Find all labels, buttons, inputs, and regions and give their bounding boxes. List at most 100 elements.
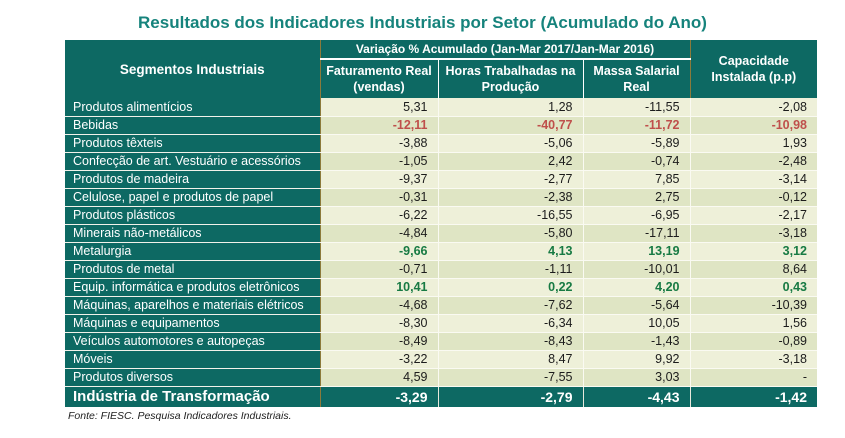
table-row: Produtos de metal -0,71 -1,11 -10,01 8,64 — [65, 260, 818, 279]
value-cell: -2,38 — [437, 188, 583, 207]
value-cell: -0,74 — [582, 152, 691, 171]
value-cell: 8,64 — [689, 260, 818, 279]
value-cell: -3,18 — [689, 224, 818, 243]
segment-label: Máquinas, aparelhos e materiais elétrico… — [65, 296, 320, 315]
value-cell: -3,18 — [689, 350, 818, 369]
value-cell: -5,64 — [582, 296, 691, 315]
value-cell: 0,43 — [689, 278, 818, 297]
column-header-faturamento: Faturamento Real (vendas) — [319, 59, 438, 98]
total-row-label: Indústria de Transformação — [65, 385, 320, 407]
value-cell: 10,05 — [582, 314, 691, 333]
table-body: Produtos alimentícios 5,31 1,28 -11,55 -2,08… — [65, 98, 818, 387]
value-cell: -5,06 — [437, 134, 583, 153]
value-cell: -7,62 — [437, 296, 583, 315]
value-cell: -16,55 — [437, 206, 583, 225]
industrial-indicators-table: Segmentos Industriais Variação % Acumula… — [65, 40, 818, 407]
value-cell: 9,92 — [582, 350, 691, 369]
column-header-horas: Horas Trabalhadas na Produção — [437, 59, 583, 98]
total-value-faturamento: -3,29 — [319, 385, 438, 407]
table-row: Metalurgia -9,66 4,13 13,19 3,12 — [65, 242, 818, 261]
value-cell: -0,71 — [319, 260, 438, 279]
value-cell: -12,11 — [319, 116, 438, 135]
page-title: Resultados dos Indicadores Industriais p… — [138, 13, 707, 32]
value-cell: 7,85 — [582, 170, 691, 189]
value-cell: -6,95 — [582, 206, 691, 225]
value-cell: -2,77 — [437, 170, 583, 189]
value-cell: 2,75 — [582, 188, 691, 207]
source-note: Fonte: FIESC. Pesquisa Indicadores Indus… — [68, 410, 292, 422]
table-footer: Indústria de Transformação -3,29 -2,79 -… — [65, 385, 818, 407]
value-cell: -2,17 — [689, 206, 818, 225]
value-cell: -3,22 — [319, 350, 438, 369]
value-cell: -1,05 — [319, 152, 438, 171]
table-row: Equip. informática e produtos eletrônico… — [65, 278, 818, 297]
value-cell: -11,72 — [582, 116, 691, 135]
table-row: Veículos automotores e autopeças -8,49 -8,… — [65, 332, 818, 351]
value-cell: -0,89 — [689, 332, 818, 351]
table-row: Bebidas -12,11 -40,77 -11,72 -10,98 — [65, 116, 818, 135]
segment-label: Minerais não-metálicos — [65, 224, 320, 243]
value-cell: -3,14 — [689, 170, 818, 189]
value-cell: 2,42 — [437, 152, 583, 171]
total-value-capacidade: -1,42 — [689, 385, 818, 407]
segment-label: Equip. informática e produtos eletrônico… — [65, 278, 320, 297]
segment-label: Produtos de madeira — [65, 170, 320, 189]
value-cell: -40,77 — [437, 116, 583, 135]
total-row: Indústria de Transformação -3,29 -2,79 -… — [65, 385, 818, 407]
segment-label: Metalurgia — [65, 242, 320, 261]
total-value-horas: -2,79 — [437, 385, 583, 407]
column-header-massa: Massa Salarial Real — [582, 59, 691, 98]
total-value-massa: -4,43 — [582, 385, 691, 407]
value-cell: 0,22 — [437, 278, 583, 297]
value-cell: -2,08 — [689, 98, 818, 117]
table-row: Confecção de art. Vestuário e acessórios… — [65, 152, 818, 171]
value-cell: 8,47 — [437, 350, 583, 369]
segment-label: Confecção de art. Vestuário e acessórios — [65, 152, 320, 171]
value-cell: 1,28 — [437, 98, 583, 117]
value-cell: 10,41 — [319, 278, 438, 297]
value-cell: -7,55 — [437, 368, 583, 387]
value-cell: -8,43 — [437, 332, 583, 351]
value-cell: -4,68 — [319, 296, 438, 315]
value-cell: -1,43 — [582, 332, 691, 351]
value-cell: 4,59 — [319, 368, 438, 387]
value-cell: -3,88 — [319, 134, 438, 153]
segment-label: Bebidas — [65, 116, 320, 135]
table-row: Celulose, papel e produtos de papel -0,31… — [65, 188, 818, 207]
value-cell: -1,11 — [437, 260, 583, 279]
table-header: Segmentos Industriais Variação % Acumula… — [65, 40, 818, 98]
value-cell: 13,19 — [582, 242, 691, 261]
value-cell: 3,03 — [582, 368, 691, 387]
segment-label: Produtos têxteis — [65, 134, 320, 153]
value-cell: -0,31 — [319, 188, 438, 207]
value-cell: -4,84 — [319, 224, 438, 243]
segment-label: Produtos plásticos — [65, 206, 320, 225]
value-cell: -10,01 — [582, 260, 691, 279]
value-cell: 3,12 — [689, 242, 818, 261]
column-header-capacidade: Capacidade Instalada (p.p) — [689, 40, 818, 98]
value-cell: - — [689, 368, 818, 387]
segment-label: Máquinas e equipamentos — [65, 314, 320, 333]
value-cell: -8,49 — [319, 332, 438, 351]
value-cell: 5,31 — [319, 98, 438, 117]
value-cell: -17,11 — [582, 224, 691, 243]
value-cell: -9,66 — [319, 242, 438, 261]
table-row: Produtos têxteis -3,88 -5,06 -5,89 1,93 — [65, 134, 818, 153]
value-cell: -8,30 — [319, 314, 438, 333]
column-group-header-variacao: Variação % Acumulado (Jan-Mar 2017/Jan-M… — [319, 40, 691, 60]
segment-label: Produtos alimentícios — [65, 98, 320, 117]
value-cell: -6,34 — [437, 314, 583, 333]
value-cell: -6,22 — [319, 206, 438, 225]
column-header-segmentos: Segmentos Industriais — [65, 40, 320, 98]
segment-label: Celulose, papel e produtos de papel — [65, 188, 320, 207]
table-row: Produtos plásticos -6,22 -16,55 -6,95 -2,17 — [65, 206, 818, 225]
segment-label: Produtos de metal — [65, 260, 320, 279]
segment-label: Produtos diversos — [65, 368, 320, 387]
value-cell: -10,39 — [689, 296, 818, 315]
table-row: Máquinas, aparelhos e materiais elétrico… — [65, 296, 818, 315]
table-row: Máquinas e equipamentos -8,30 -6,34 10,05 1,… — [65, 314, 818, 333]
table-row: Produtos de madeira -9,37 -2,77 7,85 -3,14 — [65, 170, 818, 189]
value-cell: -0,12 — [689, 188, 818, 207]
value-cell: 4,13 — [437, 242, 583, 261]
